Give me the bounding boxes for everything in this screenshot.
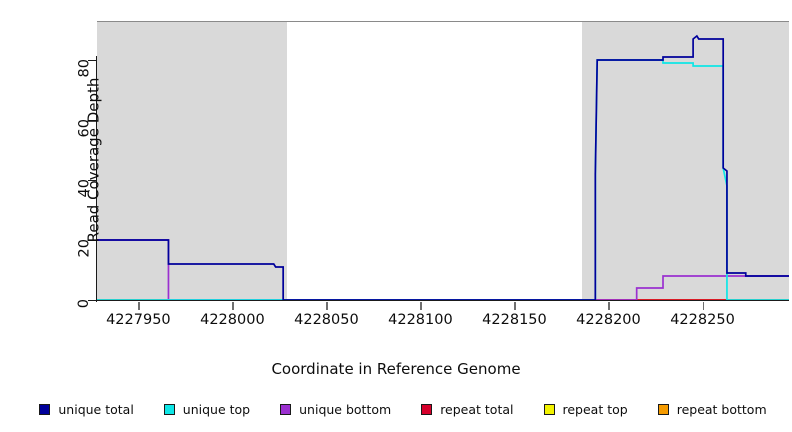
- legend-item-unique-total[interactable]: unique total: [39, 401, 134, 417]
- legend-label: unique bottom: [299, 401, 392, 417]
- x-tick-4228000: [232, 302, 234, 310]
- y-axis-title: Read Coverage Depth: [11, 0, 176, 320]
- legend-swatch-icon: [657, 403, 669, 415]
- series-line-unique-bottom: [97, 239, 789, 301]
- x-tick-4228100: [420, 302, 422, 310]
- plot-area: [97, 22, 789, 301]
- shaded-band-2: [582, 22, 789, 300]
- x-tick-label-4228200: 4228200: [576, 312, 641, 328]
- legend-label: unique total: [58, 401, 134, 417]
- legend-label: unique top: [182, 401, 251, 417]
- legend-swatch-icon: [163, 403, 175, 415]
- y-tick-0: [88, 300, 96, 302]
- y-tick-20: [88, 240, 96, 242]
- x-tick-4228250: [702, 302, 704, 310]
- plot-top-border: [97, 21, 789, 22]
- legend-label: repeat top: [562, 401, 628, 417]
- x-axis-title: Coordinate in Reference Genome: [0, 360, 792, 378]
- shaded-band-1: [97, 22, 287, 300]
- y-tick-60: [88, 120, 96, 122]
- y-tick-80: [88, 60, 96, 62]
- y-axis-line: [96, 56, 98, 302]
- x-axis-line: [96, 300, 789, 302]
- legend-item-repeat-total[interactable]: repeat total: [421, 401, 514, 417]
- x-tick-label-4228000: 4228000: [200, 312, 265, 328]
- y-tick-40: [88, 180, 96, 182]
- x-tick-label-4228100: 4228100: [388, 312, 453, 328]
- legend-swatch-icon: [280, 403, 292, 415]
- x-axis-title-text: Coordinate in Reference Genome: [271, 360, 521, 378]
- legend-label: repeat total: [440, 401, 514, 417]
- legend-item-unique-top[interactable]: unique top: [163, 401, 251, 417]
- legend-label: repeat bottom: [676, 401, 767, 417]
- x-tick-label-4228250: 4228250: [670, 312, 735, 328]
- legend-swatch-icon: [421, 403, 433, 415]
- legend-swatch-icon: [39, 403, 51, 415]
- x-tick-4228050: [326, 302, 328, 310]
- legend-swatch-icon: [543, 403, 555, 415]
- x-tick-label-4227950: 4227950: [106, 312, 171, 328]
- series-lines: [97, 34, 789, 301]
- legend-item-repeat-top[interactable]: repeat top: [543, 401, 628, 417]
- x-tick-4228150: [514, 302, 516, 310]
- x-tick-4228200: [608, 302, 610, 310]
- x-tick-label-4228150: 4228150: [482, 312, 547, 328]
- y-axis-title-text: Read Coverage Depth: [84, 77, 103, 243]
- legend-item-repeat-bottom[interactable]: repeat bottom: [657, 401, 767, 417]
- x-tick-label-4228050: 4228050: [294, 312, 359, 328]
- legend-item-unique-bottom[interactable]: unique bottom: [280, 402, 391, 417]
- x-tick-4227950: [138, 302, 140, 310]
- chart-legend: unique total unique top unique bottom repea…: [0, 398, 792, 420]
- series-line-unique-total: [97, 34, 789, 301]
